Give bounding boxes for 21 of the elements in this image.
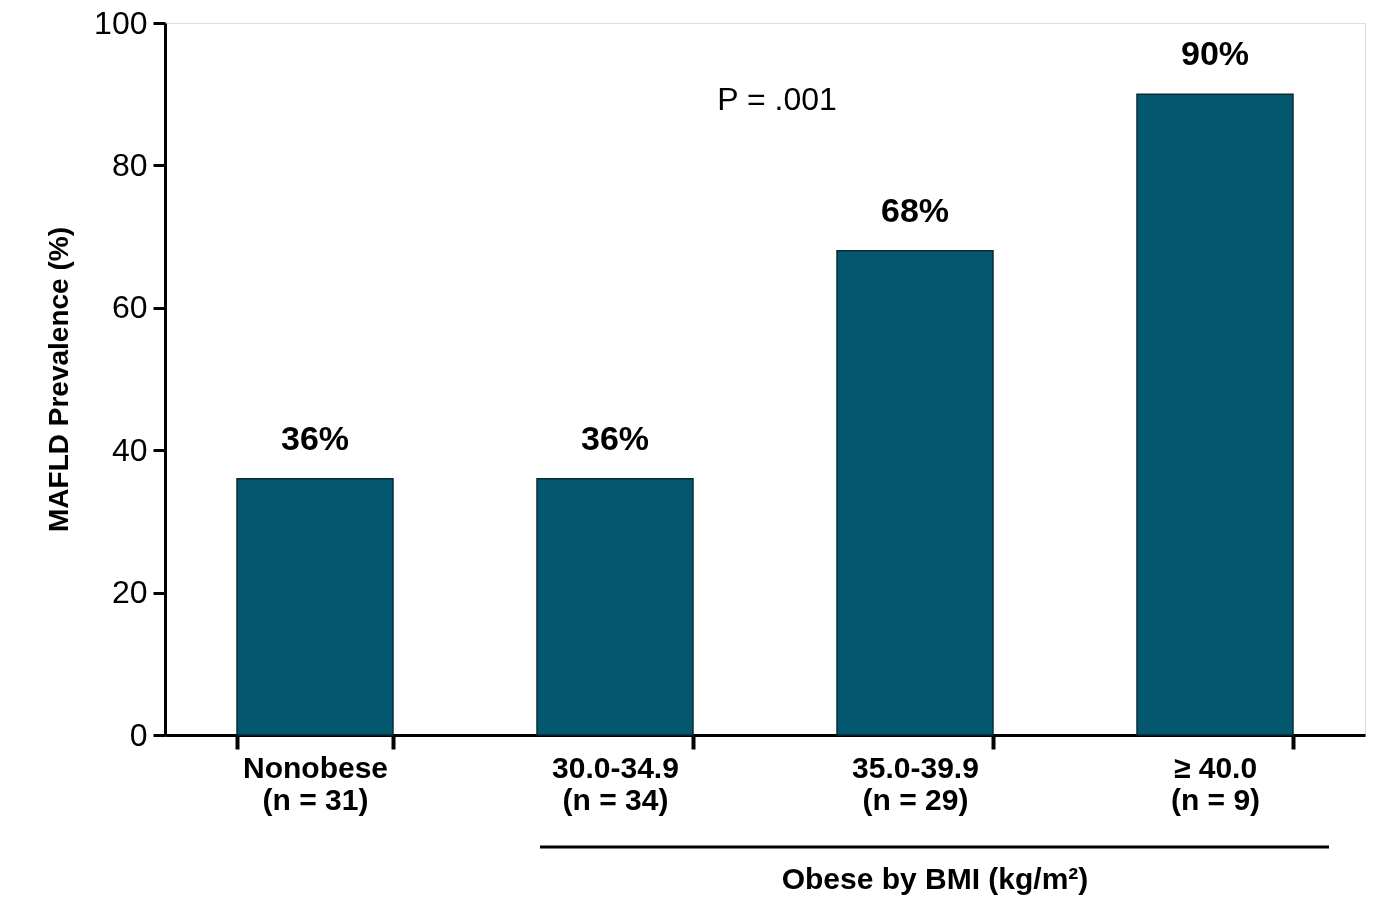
data-label: 36%: [580, 418, 650, 457]
y-tick-label: 100: [94, 4, 148, 41]
y-tick-label: 60: [111, 289, 148, 326]
x-tick-label: 30.0-34.9 (n = 34): [552, 750, 679, 816]
bar: [236, 477, 394, 736]
bar: [1136, 93, 1294, 736]
y-tick-label: 40: [111, 431, 148, 468]
x-tick-label: Nonobese (n = 31): [242, 750, 389, 816]
x-axis-title: Obese by BMI (kg/m²): [781, 862, 1089, 895]
x-tick-label: ≥ 40.0 (n = 9): [1170, 750, 1261, 816]
y-tick-label: 80: [111, 146, 148, 183]
x-tick-label: 35.0-39.9 (n = 29): [852, 750, 979, 816]
annotation: P = .001: [717, 81, 837, 117]
bar: [536, 477, 694, 736]
y-tick-label: 0: [129, 716, 148, 753]
data-label: 36%: [280, 418, 350, 457]
data-label: 68%: [880, 190, 950, 229]
y-axis-title: MAFLD Prevalence (%): [43, 227, 75, 532]
data-label: 90%: [1180, 34, 1250, 73]
bar: [836, 250, 994, 736]
y-tick-label: 20: [111, 574, 148, 611]
